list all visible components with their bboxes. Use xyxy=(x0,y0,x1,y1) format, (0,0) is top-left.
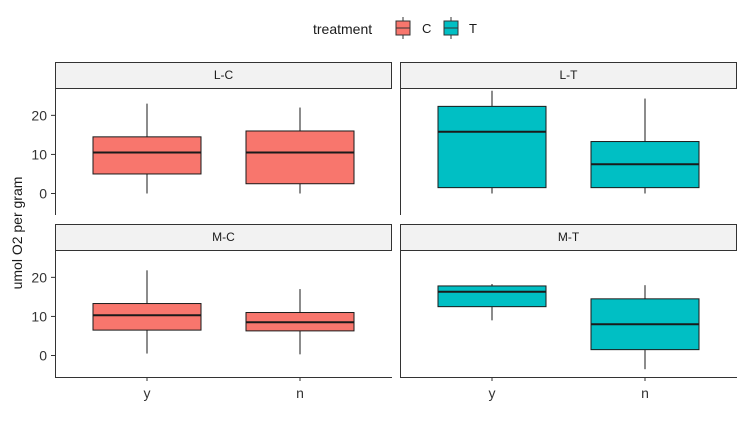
y-tick-label: 10 xyxy=(31,308,47,324)
x-tick-label: y xyxy=(144,385,151,401)
box-l-t-y xyxy=(437,90,547,194)
box-l-t-n xyxy=(590,98,700,194)
x-tick-label: y xyxy=(489,385,496,401)
strip-m-c xyxy=(55,224,392,251)
strip-label-l-c: L-C xyxy=(214,68,234,82)
strip-l-t xyxy=(400,62,737,89)
legend-label-T: T xyxy=(469,21,477,36)
box-iqr xyxy=(437,285,547,308)
strip-label-l-t: L-T xyxy=(560,68,579,82)
box-l-c-n xyxy=(245,107,355,194)
box-iqr xyxy=(437,105,547,189)
x-tick-label: n xyxy=(641,385,649,401)
strip-m-t xyxy=(400,224,737,251)
box-iqr xyxy=(245,130,355,185)
x-tick-label: n xyxy=(296,385,304,401)
y-tick-label: 0 xyxy=(39,186,47,202)
strip-l-c xyxy=(55,62,392,89)
strip-label-m-t: M-T xyxy=(558,230,580,244)
y-tick-label: 20 xyxy=(31,107,47,123)
box-m-c-y xyxy=(92,270,202,354)
box-l-c-y xyxy=(92,103,202,194)
box-m-t-n xyxy=(590,285,700,370)
y-tick-label: 10 xyxy=(31,146,47,162)
box-iqr xyxy=(92,136,202,175)
legend-title: treatment xyxy=(313,21,372,37)
y-axis-label: umol O2 per gram xyxy=(9,177,25,290)
legend-key-T xyxy=(443,17,459,39)
legend-key-C xyxy=(395,17,411,39)
y-tick-label: 20 xyxy=(31,269,47,285)
box-m-c-n xyxy=(245,289,355,355)
y-tick-label: 0 xyxy=(39,348,47,364)
box-m-t-y xyxy=(437,283,547,321)
box-iqr xyxy=(92,303,202,331)
legend-label-C: C xyxy=(422,21,431,36)
strip-label-m-c: M-C xyxy=(212,230,235,244)
